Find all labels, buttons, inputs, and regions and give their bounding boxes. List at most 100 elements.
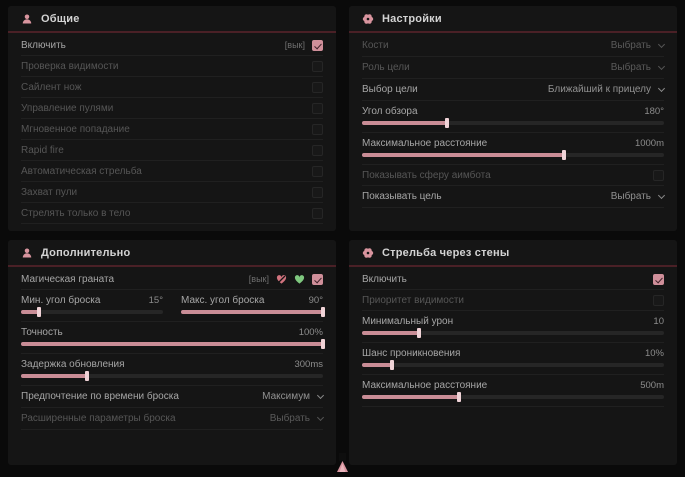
- slider-value: 10%: [644, 348, 664, 359]
- row-label: Показывать сферу аимбота: [362, 169, 491, 181]
- row-label: Включить: [362, 273, 407, 285]
- row-label: Управление пулями: [21, 102, 114, 114]
- slider-handle[interactable]: [417, 328, 422, 338]
- checkbox-row: Включить [вык]: [21, 35, 323, 56]
- panel-title: Настройки: [382, 12, 442, 25]
- checkbox[interactable]: [312, 123, 323, 135]
- dropdown-value: Выбрать: [610, 62, 651, 73]
- gear-icon: [362, 247, 374, 259]
- chevron-down-icon: [316, 391, 325, 399]
- slider[interactable]: [362, 150, 664, 160]
- checkbox[interactable]: [653, 294, 664, 306]
- slider[interactable]: [181, 307, 325, 317]
- slider-fill: [362, 121, 447, 125]
- checkbox[interactable]: [312, 207, 323, 219]
- checkbox[interactable]: [312, 81, 323, 93]
- slider[interactable]: [362, 360, 664, 370]
- slider-handle[interactable]: [321, 307, 325, 317]
- dropdown-row: Роль цели Выбрать: [362, 57, 666, 79]
- checkbox[interactable]: [312, 39, 323, 51]
- slider-fill: [362, 331, 420, 335]
- row-label: Предпочтение по времени броска: [21, 391, 179, 402]
- slider[interactable]: [362, 328, 664, 338]
- row-label: Автоматическая стрельба: [21, 165, 142, 177]
- chevron-down-icon: [657, 84, 666, 92]
- checkbox[interactable]: [312, 60, 323, 72]
- checkbox-row: Сайлент нож: [21, 77, 323, 98]
- dropdown[interactable]: Выбрать: [611, 191, 666, 202]
- slider-handle[interactable]: [390, 360, 395, 370]
- slider-row: Максимальное расстояние 500m: [362, 375, 664, 407]
- slider-handle[interactable]: [85, 371, 90, 381]
- checkbox-row: Управление пулями: [21, 98, 323, 119]
- panel-title: Дополнительно: [41, 246, 131, 259]
- dropdown[interactable]: Ближайший к прицелу: [548, 84, 666, 95]
- slider-handle[interactable]: [562, 150, 567, 160]
- checkbox[interactable]: [312, 102, 323, 114]
- row-label: Кости: [362, 40, 389, 51]
- row-label: Задержка обновления: [21, 359, 125, 370]
- chevron-down-icon: [316, 413, 325, 421]
- row-label: Магическая граната: [21, 273, 115, 285]
- row-label: Проверка видимости: [21, 60, 119, 72]
- checkbox[interactable]: [653, 169, 664, 181]
- chevron-down-icon: [657, 62, 666, 70]
- slider-cell: Макс. угол броска 90°: [181, 294, 325, 317]
- panel-body: Кости Выбрать Роль цели Выбрать Выбор цели Бл…: [349, 33, 677, 208]
- slider-handle[interactable]: [37, 307, 42, 317]
- panel-header: Стрельба через стены: [349, 240, 677, 265]
- checkbox[interactable]: [312, 144, 323, 156]
- gear-icon: [362, 13, 374, 25]
- dropdown-value: Выбрать: [610, 40, 651, 51]
- slider-handle[interactable]: [456, 392, 461, 402]
- slider-fill: [21, 342, 323, 346]
- slider-fill: [362, 363, 393, 367]
- slider[interactable]: [21, 307, 163, 317]
- checkbox[interactable]: [312, 273, 323, 285]
- panel-walls: Стрельба через стены Включить Приоритет в…: [349, 240, 677, 465]
- dropdown-row: Предпочтение по времени броска Максимум: [21, 386, 325, 408]
- slider[interactable]: [362, 392, 664, 402]
- broken-heart-icon[interactable]: [276, 274, 287, 285]
- grenade-row: Магическая граната [вык]: [21, 269, 323, 290]
- dropdown[interactable]: Выбрать: [610, 40, 666, 51]
- dropdown[interactable]: Выбрать: [610, 62, 666, 73]
- row-label: Захват пули: [21, 186, 78, 198]
- checkbox[interactable]: [312, 186, 323, 198]
- panel-body: Включить Приоритет видимости Минимальный у…: [349, 267, 677, 407]
- row-label: Стрелять только в тело: [21, 207, 131, 219]
- dropdown-row: Показывать цель Выбрать: [362, 186, 666, 208]
- slider-value: 1000m: [634, 138, 664, 149]
- row-label: Выбор цели: [362, 84, 418, 95]
- slider-pair-row: Мин. угол броска 15° Макс. угол броска 90°: [21, 290, 325, 322]
- dropdown[interactable]: Максимум: [262, 391, 325, 402]
- slider-row: Шанс проникновения 10%: [362, 343, 664, 375]
- dropdown-row: Кости Выбрать: [362, 35, 666, 57]
- panel-additional: Дополнительно Магическая граната [вык] Мин…: [8, 240, 336, 465]
- checkbox-row: Включить: [362, 269, 664, 290]
- slider-value: 10: [653, 316, 664, 327]
- checkbox[interactable]: [653, 273, 664, 285]
- checkbox-row: Проверка видимости: [21, 56, 323, 77]
- slider-value: 300ms: [294, 359, 323, 370]
- slider[interactable]: [21, 371, 323, 381]
- person-icon: [21, 247, 33, 259]
- dropdown[interactable]: Выбрать: [270, 413, 325, 424]
- bottom-arrow-icon: [336, 453, 349, 472]
- dropdown-row: Расширенные параметры броска Выбрать: [21, 408, 325, 430]
- panel-settings: Настройки Кости Выбрать Роль цели Выбрать Вы…: [349, 6, 677, 231]
- green-heart-icon[interactable]: [294, 274, 305, 285]
- panel-header: Дополнительно: [8, 240, 336, 265]
- panel-header: Настройки: [349, 6, 677, 31]
- slider[interactable]: [362, 118, 664, 128]
- slider[interactable]: [21, 339, 325, 349]
- slider-row: Максимальное расстояние 1000m: [362, 133, 664, 165]
- row-label: Мин. угол броска: [21, 295, 101, 306]
- checkbox[interactable]: [312, 165, 323, 177]
- slider-fill: [362, 395, 459, 399]
- chevron-down-icon: [657, 40, 666, 48]
- row-label: Сайлент нож: [21, 81, 82, 93]
- row-label: Включить: [21, 39, 66, 51]
- slider-handle[interactable]: [321, 339, 325, 349]
- slider-handle[interactable]: [444, 118, 449, 128]
